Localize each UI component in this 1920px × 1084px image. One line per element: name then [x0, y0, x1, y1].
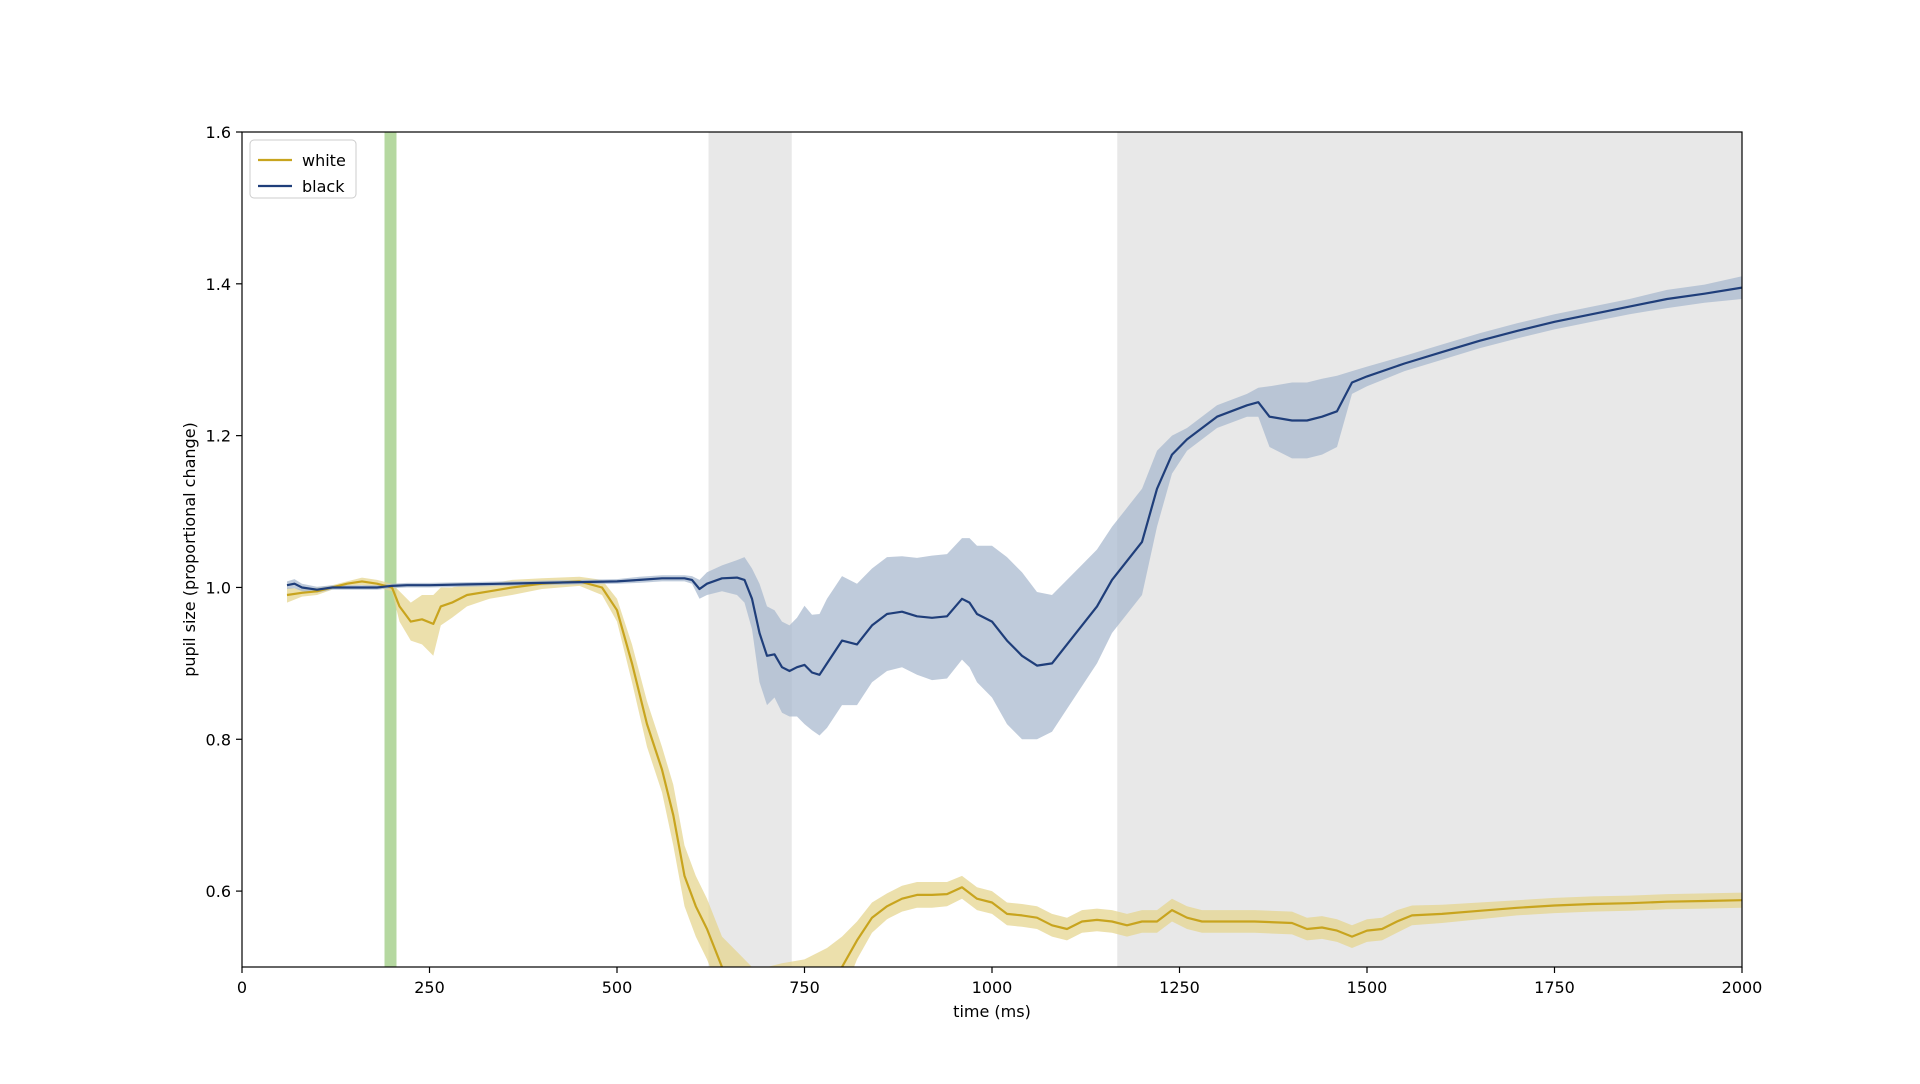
shaded-region-3: [1117, 132, 1742, 967]
x-axis-label: time (ms): [953, 1002, 1031, 1021]
x-tick-label: 1250: [1159, 978, 1200, 997]
x-tick-label: 0: [237, 978, 247, 997]
y-axis-label: pupil size (proportional change): [180, 422, 199, 677]
legend: white black: [249, 139, 357, 199]
x-tick-label: 500: [602, 978, 633, 997]
legend-box: [249, 139, 357, 199]
shaded-region-1: [384, 132, 397, 967]
y-tick-label: 1.6: [206, 123, 231, 142]
shaded-regions: [384, 132, 1742, 967]
line-white: [286, 580, 1742, 967]
x-axis-ticks: 0 250 500 750 1000 1250 1500 1750 2000: [237, 967, 1762, 997]
y-tick-label: 1.0: [206, 578, 231, 597]
y-axis-ticks: 0.6 0.8 1.0 1.2 1.4 1.6: [206, 123, 242, 901]
x-tick-label: 2000: [1722, 978, 1763, 997]
legend-label-white: white: [302, 151, 346, 170]
line-black: [286, 286, 1742, 676]
band-white: [287, 576, 1742, 967]
x-tick-label: 1500: [1347, 978, 1388, 997]
series-lines: [286, 286, 1742, 967]
x-tick-label: 250: [414, 978, 445, 997]
legend-label-black: black: [302, 177, 345, 196]
x-tick-label: 1000: [972, 978, 1013, 997]
y-tick-label: 1.4: [206, 275, 231, 294]
x-tick-label: 750: [789, 978, 820, 997]
y-tick-label: 1.2: [206, 427, 231, 446]
x-tick-label: 1750: [1534, 978, 1575, 997]
y-tick-label: 0.8: [206, 730, 231, 749]
y-tick-label: 0.6: [206, 882, 231, 901]
shaded-region-2: [708, 132, 792, 967]
